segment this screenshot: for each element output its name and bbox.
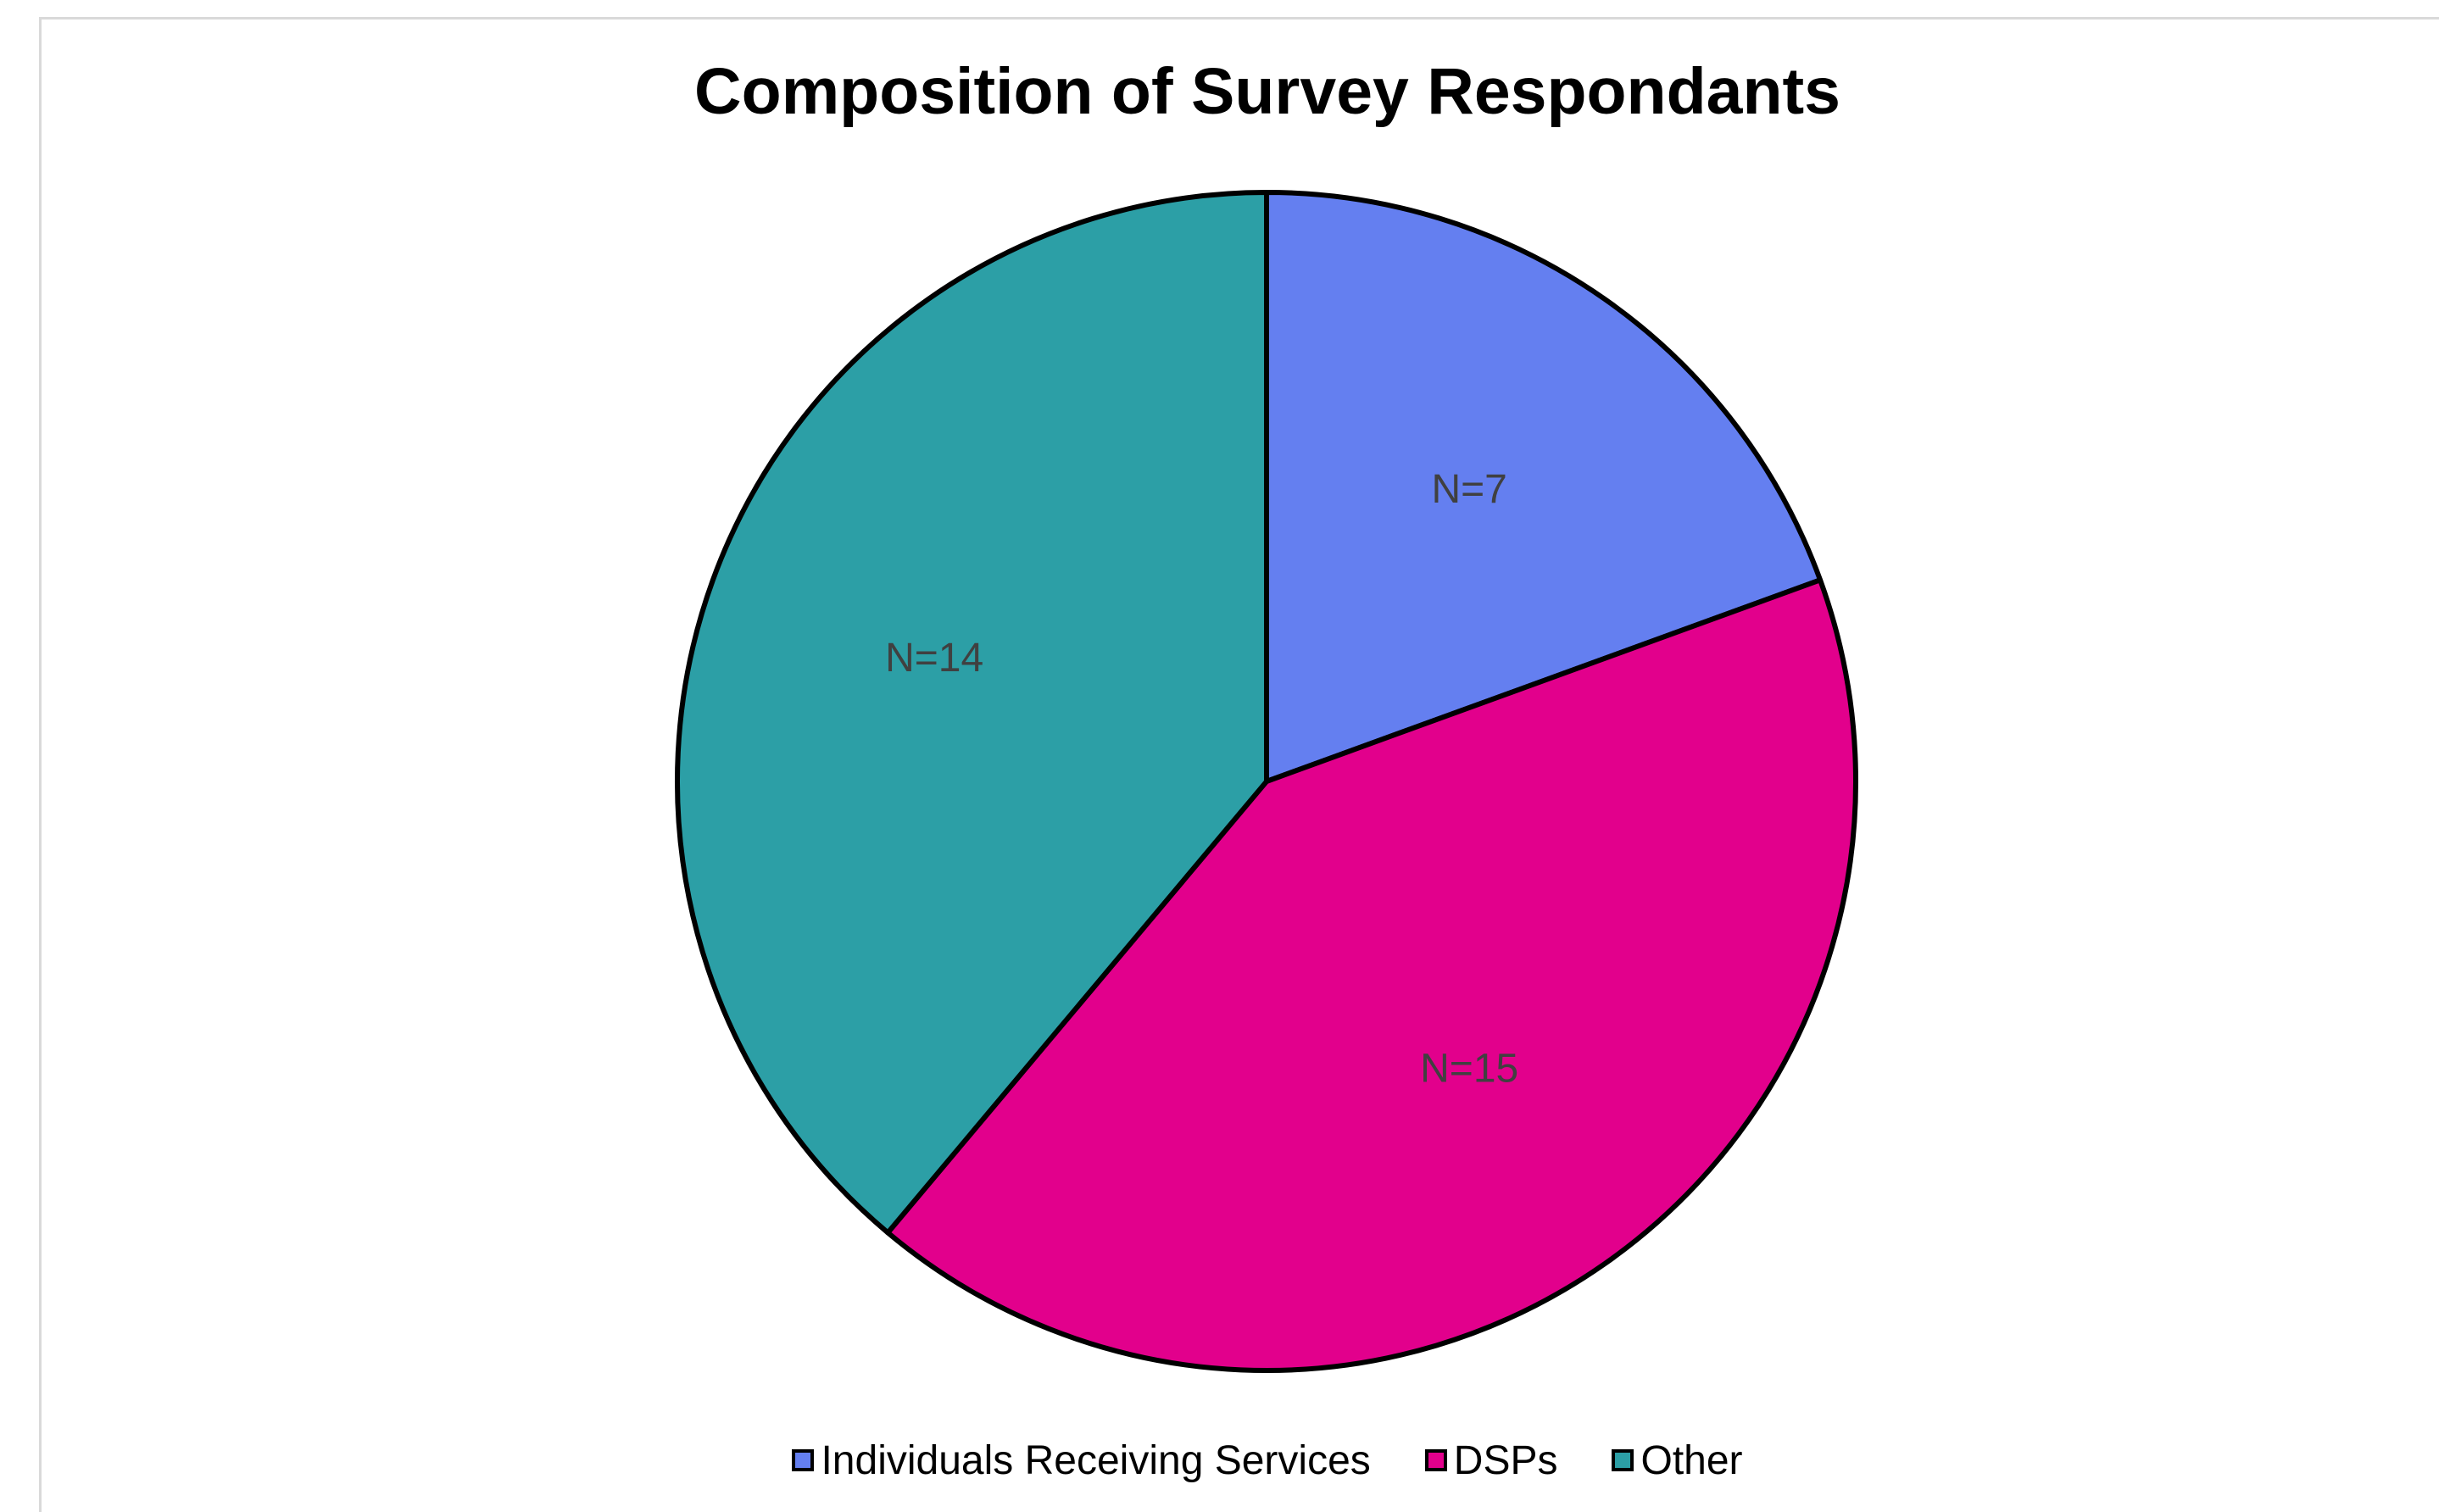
- legend-swatch-individuals: [792, 1449, 815, 1471]
- legend-swatch-other: [1612, 1449, 1634, 1471]
- legend-label-other: Other: [1640, 1437, 1743, 1483]
- legend-swatch-dsps: [1424, 1449, 1447, 1471]
- pie-slice-dsps: [885, 577, 1859, 1373]
- legend-item-other: Other: [1612, 1437, 1743, 1484]
- data-label-other: N=14: [885, 636, 983, 681]
- pie-slice-individuals: [1264, 190, 1824, 784]
- legend-label-dsps: DSPs: [1453, 1437, 1558, 1483]
- chart-title: Composition of Survey Respondants: [694, 55, 1840, 128]
- legend-item-dsps: DSPs: [1424, 1437, 1558, 1484]
- data-label-dsps: N=15: [1420, 1046, 1518, 1091]
- pie-slice-other: [675, 190, 1269, 1236]
- data-label-individuals: N=7: [1431, 467, 1506, 512]
- legend-item-individuals: Individuals Receiving Services: [792, 1437, 1371, 1484]
- legend: Individuals Receiving Services DSPs Othe…: [0, 1431, 2439, 1490]
- legend-label-individuals: Individuals Receiving Services: [821, 1437, 1371, 1483]
